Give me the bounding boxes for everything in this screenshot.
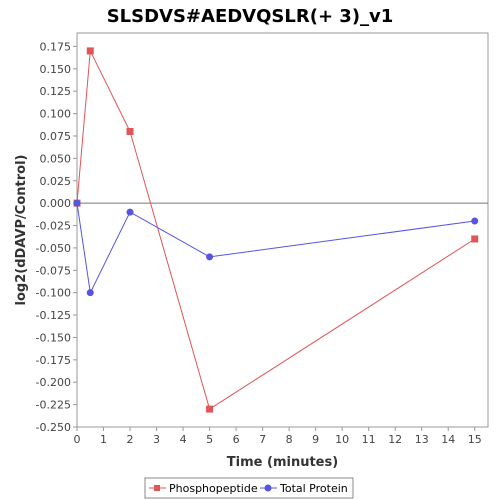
data-point-total-protein [126,208,134,216]
data-point-total-protein [206,253,214,261]
series-group [73,47,479,413]
y-tick-label: 0.175 [40,40,72,53]
data-point-phosphopeptide [471,235,479,243]
x-tick-label: 13 [415,433,429,446]
y-tick-label: -0.075 [36,264,71,277]
y-tick-label: -0.225 [36,399,71,412]
x-tick-label: 12 [388,433,402,446]
data-point-phosphopeptide [206,405,214,413]
x-tick-label: 11 [362,433,376,446]
legend-label-total-protein: Total Protein [279,482,348,495]
y-tick-label: 0.075 [40,130,72,143]
x-tick-label: 5 [206,433,213,446]
x-tick-label: 4 [180,433,187,446]
y-tick-label: 0.025 [40,175,72,188]
x-tick-label: 6 [233,433,240,446]
legend-marker-total-protein [264,484,272,492]
data-point-total-protein [86,289,94,297]
y-tick-label: -0.050 [36,242,71,255]
y-tick-label: 0.000 [40,197,72,210]
y-axis-label: log2(dDAVP/Control) [14,155,29,306]
data-point-total-protein [73,199,81,207]
x-tick-label: 15 [468,433,482,446]
y-tick-label: -0.250 [36,421,71,434]
x-axis-label: Time (minutes) [227,455,338,470]
y-tick-label: 0.150 [40,63,72,76]
x-tick-label: 1 [100,433,107,446]
y-tick-label: 0.050 [40,152,72,165]
data-point-phosphopeptide [86,47,94,55]
y-tick-label: 0.125 [40,85,72,98]
x-tick-label: 7 [259,433,266,446]
data-point-total-protein [471,217,479,225]
y-tick-label: -0.025 [36,220,71,233]
x-tick-label: 9 [312,433,319,446]
x-tick-label: 3 [153,433,160,446]
y-tick-label: -0.200 [36,376,71,389]
y-tick-label: -0.100 [36,287,71,300]
x-tick-label: 8 [286,433,293,446]
plot-area [76,32,489,428]
x-tick-label: 10 [335,433,349,446]
chart-title: SLSDVS#AEDVQSLR(+ 3)_v1 [107,6,394,27]
x-axis: 0 1 2 3 4 5 6 7 8 9 10 11 12 13 14 15 [74,427,482,446]
x-tick-label: 0 [74,433,81,446]
y-tick-label: -0.150 [36,331,71,344]
legend-marker-phosphopeptide [154,485,160,491]
y-axis: 0.175 0.150 0.125 0.100 0.075 0.050 0.025 0.000… [36,40,77,434]
legend: Phosphopeptide Total Protein [144,477,354,499]
y-tick-label: -0.175 [36,354,71,367]
x-tick-label: 14 [441,433,455,446]
y-tick-label: 0.100 [40,108,72,121]
y-tick-label: -0.125 [36,309,71,322]
data-point-phosphopeptide [126,128,134,135]
x-tick-label: 2 [127,433,134,446]
legend-label-phosphopeptide: Phosphopeptide [169,482,258,495]
legend-box [144,477,354,499]
